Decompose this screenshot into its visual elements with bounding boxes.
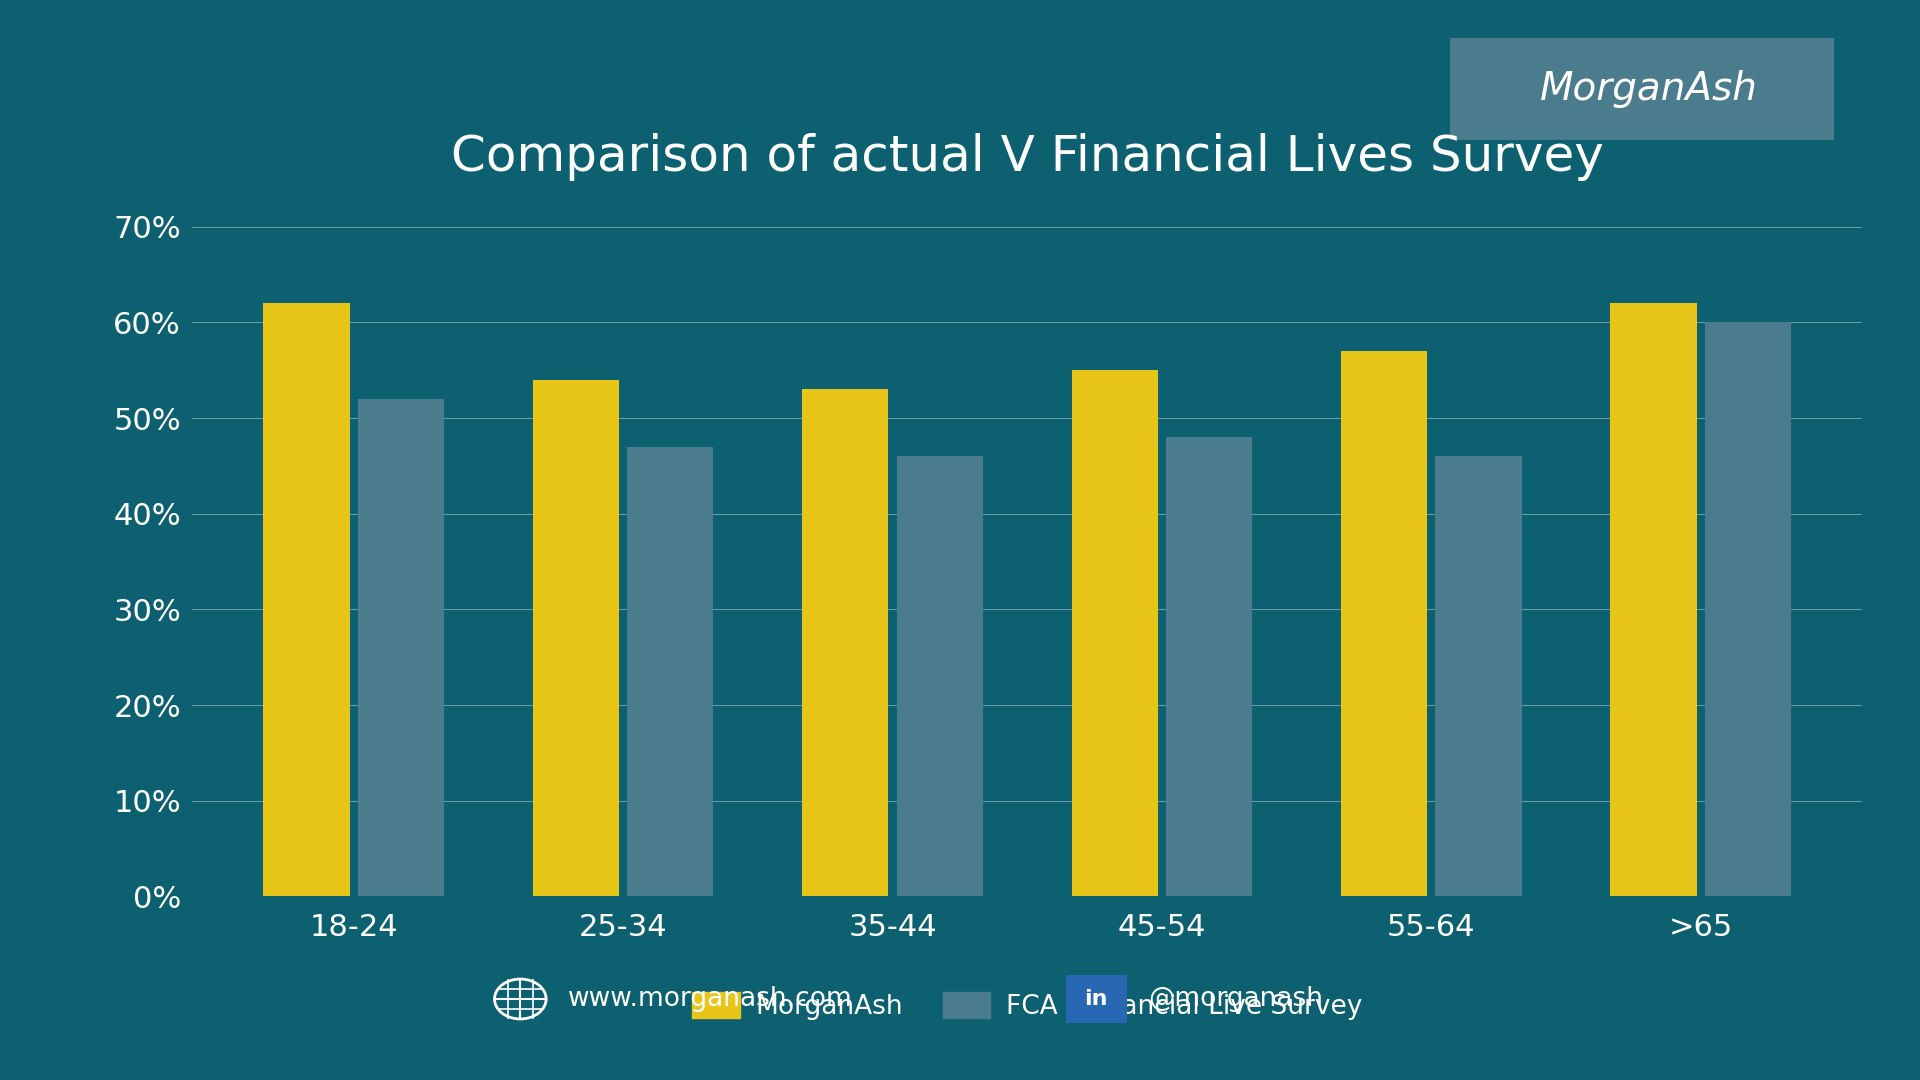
- Text: in: in: [1085, 989, 1108, 1009]
- Bar: [1340, 351, 1427, 896]
- Bar: [1705, 323, 1791, 896]
- Bar: [1611, 303, 1697, 896]
- Bar: [897, 457, 983, 896]
- Text: MorganAsh: MorganAsh: [1540, 70, 1759, 108]
- Bar: [803, 390, 889, 896]
- Bar: [263, 303, 349, 896]
- Bar: [1071, 370, 1158, 896]
- Bar: [628, 447, 714, 896]
- Text: @morganash: @morganash: [1148, 986, 1323, 1012]
- Bar: [357, 399, 444, 896]
- Bar: [1165, 437, 1252, 896]
- Legend: MorganAsh, FCA - Financial Live Survey: MorganAsh, FCA - Financial Live Survey: [682, 982, 1373, 1030]
- Bar: [1436, 457, 1521, 896]
- Bar: [534, 380, 618, 896]
- Text: Comparison of actual V Financial Lives Survey: Comparison of actual V Financial Lives S…: [451, 133, 1603, 180]
- Text: www.morganash.com: www.morganash.com: [568, 986, 852, 1012]
